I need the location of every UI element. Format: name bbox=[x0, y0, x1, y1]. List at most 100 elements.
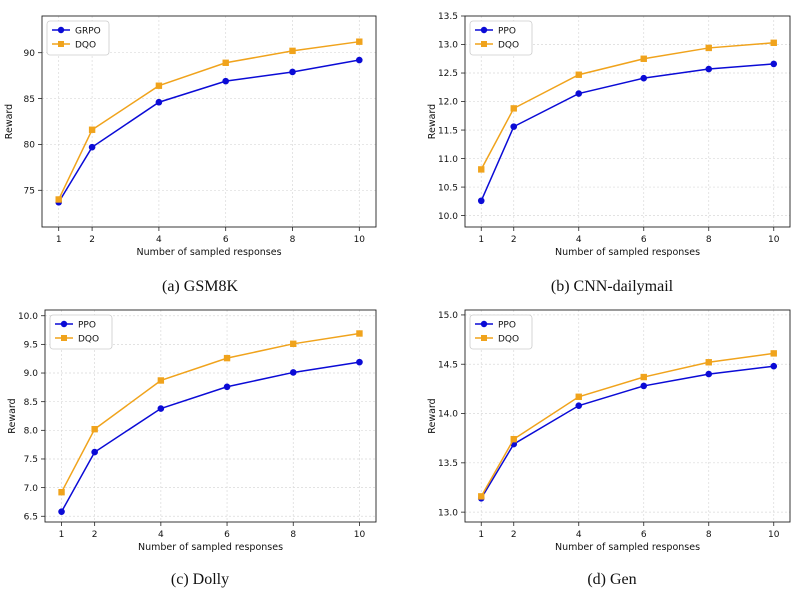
data-point-dqo bbox=[91, 425, 98, 433]
caption-c: (c) Dolly bbox=[170, 571, 230, 588]
x-tick-label: 8 bbox=[706, 235, 712, 245]
data-point-ppo bbox=[575, 90, 583, 97]
y-tick-label: 10.0 bbox=[18, 312, 38, 322]
plot-frame bbox=[464, 15, 791, 228]
x-tick-label: 2 bbox=[92, 530, 98, 540]
legend-label-ppo: PPO bbox=[78, 320, 96, 330]
data-point-ppo bbox=[640, 382, 648, 390]
data-point-dqo bbox=[705, 359, 712, 366]
x-tick-label: 10 bbox=[354, 235, 366, 245]
data-point-dqo bbox=[58, 489, 65, 496]
y-tick-label: 13.0 bbox=[438, 508, 458, 518]
data-point-dqo bbox=[157, 377, 165, 384]
y-tick-label: 90 bbox=[24, 49, 36, 59]
series-line-dqo bbox=[60, 332, 360, 493]
data-point-dqo bbox=[222, 59, 229, 66]
data-point-ppo bbox=[705, 370, 713, 378]
y-tick-label: 9.0 bbox=[24, 369, 39, 379]
series-line-ppo bbox=[480, 365, 774, 499]
data-point-grpo bbox=[356, 56, 363, 64]
legend-label-grpo: GRPO bbox=[75, 26, 101, 36]
data-point-ppo bbox=[640, 74, 648, 82]
x-tick-label: 8 bbox=[290, 530, 296, 540]
x-tick-label: 2 bbox=[511, 530, 517, 540]
y-tick-label: 10.5 bbox=[438, 183, 458, 193]
chart-b: 1 2 4 6 8 10 10.0 10.5 11.0 11.5 12.0 12.5 13.0 13.5 N… bbox=[427, 12, 791, 258]
x-tick-label: 2 bbox=[89, 235, 95, 245]
data-point-dqo bbox=[478, 493, 485, 500]
x-tick-label: 8 bbox=[706, 530, 712, 540]
data-point-dqo bbox=[88, 126, 96, 133]
series-line-dqo bbox=[480, 352, 774, 497]
x-tick-label: 4 bbox=[576, 530, 582, 540]
chart-d: 1 2 4 6 8 10 13.0 13.5 14.0 14.5 15.0 Number of sam… bbox=[427, 309, 791, 553]
data-point-ppo bbox=[289, 369, 297, 376]
legend-label-dqo: DQO bbox=[78, 334, 99, 344]
x-axis-label: Number of sampled responses bbox=[555, 247, 700, 258]
y-tick-label: 13.5 bbox=[438, 459, 458, 469]
data-point-dqo bbox=[356, 330, 363, 337]
plot-frame bbox=[41, 15, 377, 228]
series-line-ppo bbox=[60, 361, 360, 513]
caption-d: (d) Gen bbox=[587, 571, 637, 588]
data-point-ppo bbox=[770, 60, 778, 68]
legend-label-ppo: PPO bbox=[498, 26, 516, 36]
data-point-dqo bbox=[770, 39, 777, 47]
y-tick-label: 7.5 bbox=[24, 455, 38, 465]
data-point-dqo bbox=[223, 354, 231, 362]
y-tick-label: 14.5 bbox=[438, 360, 458, 370]
legend-marker-dqo bbox=[481, 335, 487, 341]
legend-marker-dqo bbox=[61, 335, 67, 341]
series-line-ppo bbox=[480, 63, 774, 202]
x-axis-label: Number of sampled responses bbox=[138, 542, 283, 553]
data-point-dqo bbox=[289, 47, 296, 55]
data-point-dqo bbox=[510, 435, 517, 443]
legend: PPO DQO bbox=[49, 314, 113, 350]
data-point-grpo bbox=[289, 68, 296, 76]
y-tick-label: 85 bbox=[24, 95, 35, 105]
y-tick-label: 75 bbox=[24, 187, 35, 197]
x-tick-label: 1 bbox=[478, 530, 484, 540]
series-line-dqo bbox=[58, 40, 360, 200]
y-tick-label: 8.5 bbox=[24, 398, 38, 408]
x-tick-label: 4 bbox=[158, 530, 164, 540]
legend-marker-ppo bbox=[60, 320, 68, 328]
chart-c: 1 2 4 6 8 10 6.5 7.0 7.5 8.0 8.5 9.0 9.5 10.0 Number o… bbox=[7, 309, 377, 553]
x-axis-label: Number of sampled responses bbox=[136, 247, 281, 258]
plot-frame bbox=[44, 309, 377, 523]
data-point-dqo bbox=[55, 196, 62, 203]
data-point-ppo bbox=[510, 123, 518, 130]
caption-b: (b) CNN-dailymail bbox=[550, 278, 674, 295]
y-axis-label: Reward bbox=[427, 398, 438, 433]
x-axis-label: Number of sampled responses bbox=[555, 542, 700, 553]
data-point-grpo bbox=[88, 143, 96, 151]
legend-label-dqo: DQO bbox=[498, 334, 519, 344]
y-tick-label: 13.0 bbox=[438, 41, 458, 51]
y-tick-label: 11.5 bbox=[438, 126, 458, 136]
x-tick-label: 1 bbox=[478, 235, 484, 245]
y-tick-label: 80 bbox=[24, 141, 36, 151]
y-tick-label: 12.5 bbox=[438, 69, 458, 79]
y-tick-label: 8.0 bbox=[24, 427, 39, 437]
legend-marker-grpo bbox=[57, 26, 65, 34]
data-point-ppo bbox=[356, 358, 363, 366]
y-tick-label: 6.5 bbox=[24, 512, 38, 522]
data-point-dqo bbox=[575, 393, 582, 400]
data-point-ppo bbox=[477, 197, 485, 205]
x-tick-label: 4 bbox=[576, 235, 582, 245]
y-tick-label: 14.0 bbox=[438, 410, 458, 420]
x-tick-label: 10 bbox=[354, 530, 366, 540]
data-point-ppo bbox=[157, 405, 165, 412]
x-tick-label: 6 bbox=[224, 530, 230, 540]
data-point-dqo bbox=[155, 82, 163, 89]
x-tick-label: 10 bbox=[768, 235, 780, 245]
legend-label-dqo: DQO bbox=[75, 40, 96, 50]
y-axis-label: Reward bbox=[427, 104, 438, 139]
plot-frame bbox=[464, 309, 791, 523]
y-tick-label: 10.0 bbox=[438, 212, 458, 222]
data-point-dqo bbox=[290, 340, 297, 348]
y-tick-label: 9.5 bbox=[24, 341, 38, 351]
data-point-dqo bbox=[510, 105, 517, 112]
